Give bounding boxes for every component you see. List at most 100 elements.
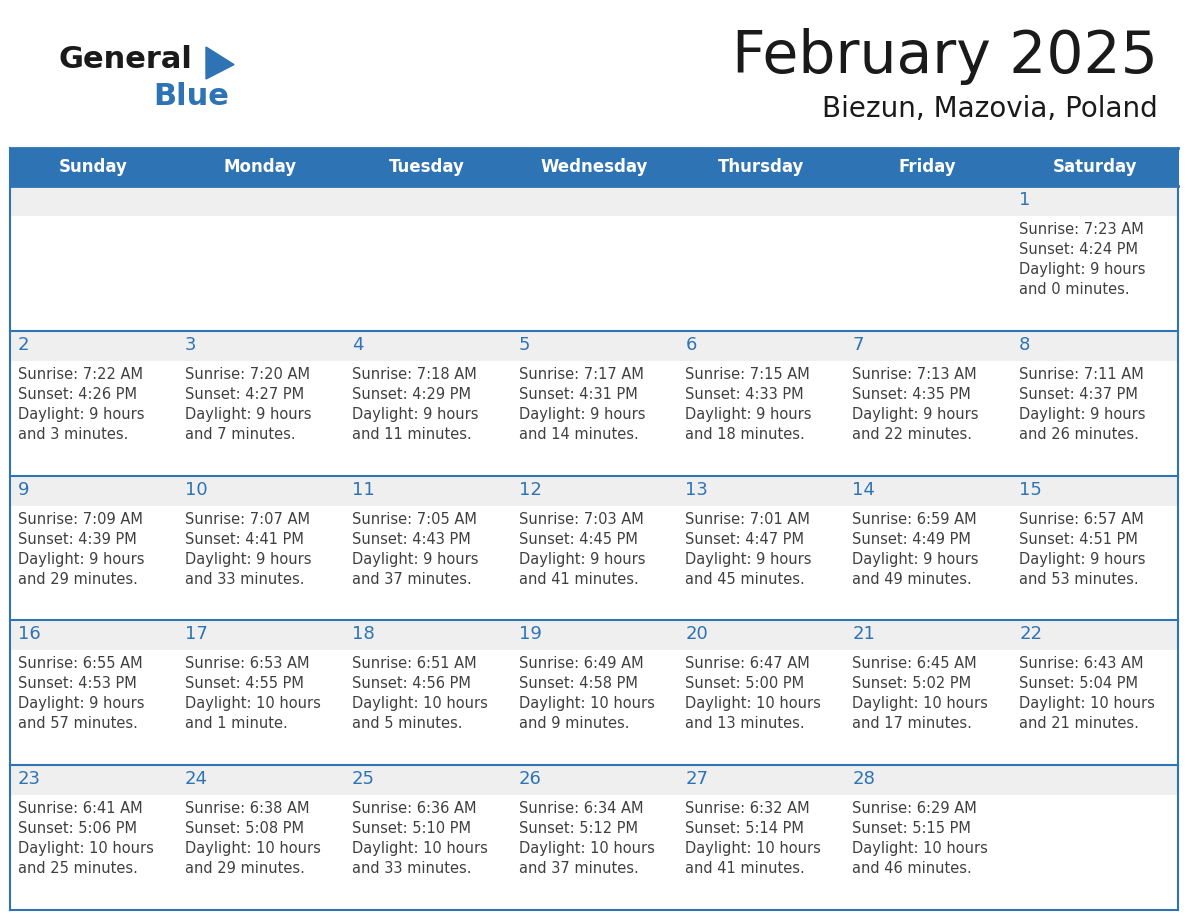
- Text: Daylight: 9 hours: Daylight: 9 hours: [18, 552, 145, 566]
- Text: Sunset: 5:10 PM: Sunset: 5:10 PM: [352, 822, 470, 836]
- Text: Sunrise: 7:05 AM: Sunrise: 7:05 AM: [352, 511, 476, 527]
- Bar: [10, 621, 177, 650]
- Text: and 37 minutes.: and 37 minutes.: [519, 861, 638, 876]
- Text: Sunset: 4:43 PM: Sunset: 4:43 PM: [352, 532, 470, 546]
- Text: and 13 minutes.: and 13 minutes.: [685, 716, 805, 732]
- Text: Sunset: 5:08 PM: Sunset: 5:08 PM: [185, 822, 304, 836]
- Text: Sunrise: 7:13 AM: Sunrise: 7:13 AM: [852, 367, 977, 382]
- Text: Sunrise: 7:09 AM: Sunrise: 7:09 AM: [18, 511, 143, 527]
- Text: 24: 24: [185, 770, 208, 789]
- Text: and 37 minutes.: and 37 minutes.: [352, 572, 472, 587]
- Bar: [10, 766, 177, 795]
- Text: Sunset: 4:58 PM: Sunset: 4:58 PM: [519, 677, 638, 691]
- Text: 26: 26: [519, 770, 542, 789]
- Text: Sunset: 5:04 PM: Sunset: 5:04 PM: [1019, 677, 1138, 691]
- Bar: [677, 766, 845, 795]
- Bar: [343, 330, 511, 361]
- Text: Daylight: 9 hours: Daylight: 9 hours: [519, 407, 645, 421]
- Text: and 0 minutes.: and 0 minutes.: [1019, 282, 1130, 297]
- Text: Saturday: Saturday: [1053, 158, 1137, 176]
- Text: 7: 7: [852, 336, 864, 353]
- Bar: [177, 476, 343, 506]
- Bar: [1011, 766, 1178, 795]
- Bar: [10, 476, 177, 621]
- Text: Sunrise: 7:22 AM: Sunrise: 7:22 AM: [18, 367, 143, 382]
- Bar: [177, 766, 343, 795]
- Text: Sunset: 4:35 PM: Sunset: 4:35 PM: [852, 386, 971, 402]
- Bar: [677, 476, 845, 621]
- Text: Daylight: 10 hours: Daylight: 10 hours: [519, 841, 655, 856]
- Bar: [845, 766, 1011, 795]
- Text: Sunrise: 7:23 AM: Sunrise: 7:23 AM: [1019, 222, 1144, 237]
- Bar: [677, 621, 845, 650]
- Bar: [511, 476, 677, 621]
- Text: Sunrise: 6:55 AM: Sunrise: 6:55 AM: [18, 656, 143, 671]
- Text: 25: 25: [352, 770, 374, 789]
- Text: and 53 minutes.: and 53 minutes.: [1019, 572, 1139, 587]
- Text: and 33 minutes.: and 33 minutes.: [352, 861, 472, 876]
- Bar: [677, 621, 845, 766]
- Text: Sunset: 4:51 PM: Sunset: 4:51 PM: [1019, 532, 1138, 546]
- Bar: [511, 766, 677, 910]
- Text: 28: 28: [852, 770, 876, 789]
- Bar: [511, 621, 677, 650]
- Text: 1: 1: [1019, 191, 1030, 209]
- Text: Monday: Monday: [223, 158, 297, 176]
- Text: and 33 minutes.: and 33 minutes.: [185, 572, 304, 587]
- Bar: [845, 621, 1011, 650]
- Text: and 29 minutes.: and 29 minutes.: [185, 861, 305, 876]
- Text: and 17 minutes.: and 17 minutes.: [852, 716, 972, 732]
- Text: 27: 27: [685, 770, 708, 789]
- Text: Sunset: 5:00 PM: Sunset: 5:00 PM: [685, 677, 804, 691]
- Text: Daylight: 9 hours: Daylight: 9 hours: [852, 407, 979, 421]
- Text: Daylight: 10 hours: Daylight: 10 hours: [185, 841, 321, 856]
- Text: 6: 6: [685, 336, 697, 353]
- Bar: [343, 621, 511, 650]
- Bar: [511, 766, 677, 795]
- Text: 18: 18: [352, 625, 374, 644]
- Text: 10: 10: [185, 481, 208, 498]
- Text: Sunrise: 7:03 AM: Sunrise: 7:03 AM: [519, 511, 644, 527]
- Bar: [1011, 766, 1178, 910]
- Bar: [511, 186, 677, 330]
- Text: Sunset: 4:24 PM: Sunset: 4:24 PM: [1019, 242, 1138, 257]
- Text: and 9 minutes.: and 9 minutes.: [519, 716, 630, 732]
- Text: and 45 minutes.: and 45 minutes.: [685, 572, 805, 587]
- Bar: [177, 766, 343, 910]
- Bar: [10, 621, 177, 766]
- Bar: [10, 148, 1178, 186]
- Bar: [343, 766, 511, 795]
- Bar: [177, 186, 343, 330]
- Bar: [1011, 476, 1178, 506]
- Text: and 41 minutes.: and 41 minutes.: [519, 572, 638, 587]
- Text: Daylight: 9 hours: Daylight: 9 hours: [352, 552, 479, 566]
- Text: Sunrise: 6:51 AM: Sunrise: 6:51 AM: [352, 656, 476, 671]
- Text: Daylight: 9 hours: Daylight: 9 hours: [18, 697, 145, 711]
- Text: Sunset: 4:31 PM: Sunset: 4:31 PM: [519, 386, 637, 402]
- Bar: [343, 476, 511, 621]
- Text: 14: 14: [852, 481, 876, 498]
- Text: 21: 21: [852, 625, 876, 644]
- Bar: [1011, 476, 1178, 621]
- Text: and 7 minutes.: and 7 minutes.: [185, 427, 296, 442]
- Bar: [677, 186, 845, 330]
- Bar: [677, 330, 845, 476]
- Text: Sunrise: 6:59 AM: Sunrise: 6:59 AM: [852, 511, 977, 527]
- Text: Sunset: 4:39 PM: Sunset: 4:39 PM: [18, 532, 137, 546]
- Bar: [845, 186, 1011, 216]
- Bar: [677, 766, 845, 910]
- Bar: [177, 621, 343, 650]
- Text: Sunset: 4:29 PM: Sunset: 4:29 PM: [352, 386, 470, 402]
- Bar: [177, 330, 343, 476]
- Text: and 3 minutes.: and 3 minutes.: [18, 427, 128, 442]
- Text: Sunrise: 7:20 AM: Sunrise: 7:20 AM: [185, 367, 310, 382]
- Bar: [845, 476, 1011, 506]
- Text: Sunrise: 7:18 AM: Sunrise: 7:18 AM: [352, 367, 476, 382]
- Bar: [845, 330, 1011, 476]
- Bar: [343, 330, 511, 476]
- Text: Sunset: 4:45 PM: Sunset: 4:45 PM: [519, 532, 638, 546]
- Text: and 1 minute.: and 1 minute.: [185, 716, 287, 732]
- Text: General: General: [58, 45, 192, 74]
- Text: Daylight: 9 hours: Daylight: 9 hours: [685, 552, 811, 566]
- Text: Sunrise: 6:53 AM: Sunrise: 6:53 AM: [185, 656, 309, 671]
